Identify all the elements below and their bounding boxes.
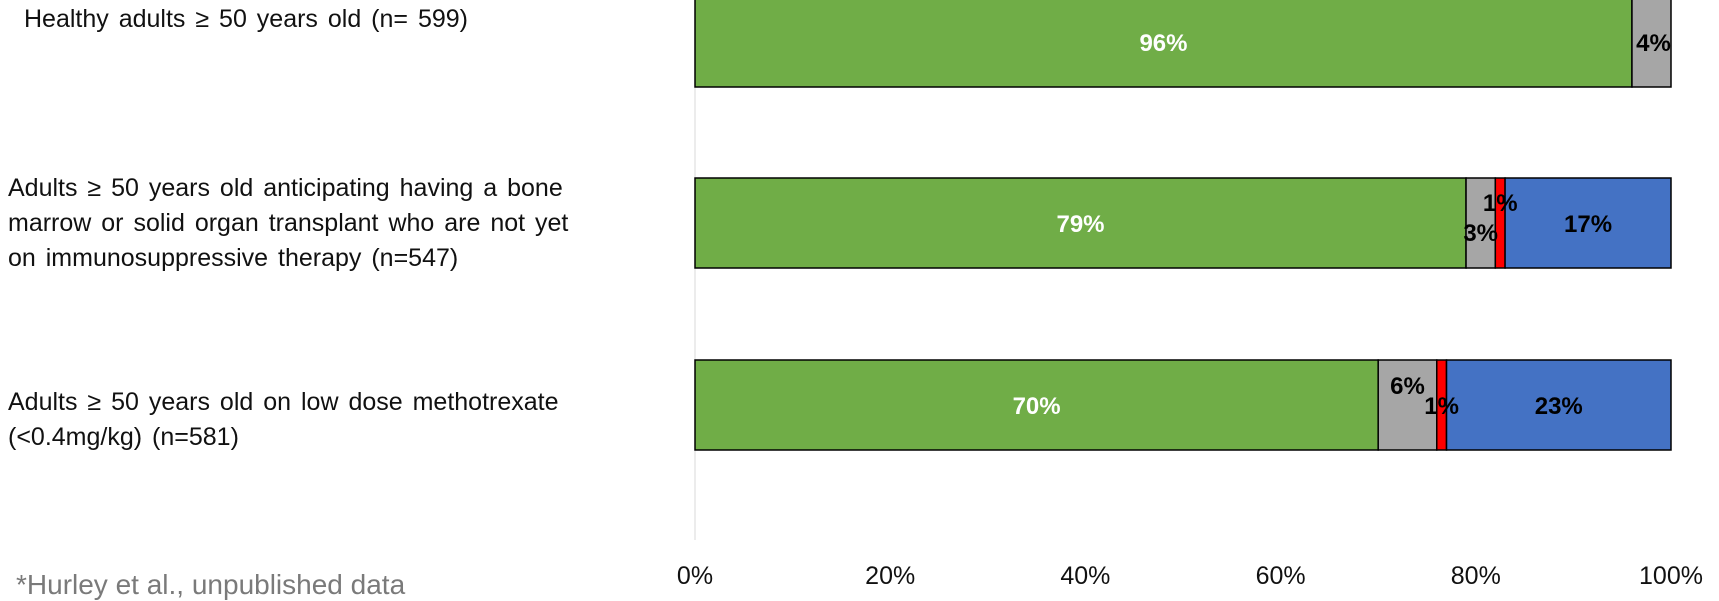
x-tick-label: 80% (1451, 562, 1501, 587)
bar-segment (694, 0, 1633, 88)
x-tick-label: 20% (865, 562, 915, 587)
x-tick-label: 0% (677, 562, 713, 587)
x-tick-label: 100% (1639, 562, 1703, 587)
data-label: 79% (1056, 211, 1104, 238)
bar-segment (1631, 0, 1672, 88)
data-label: 1% (1424, 393, 1459, 420)
category-label-healthy: Healthy adults ≥ 50 years old (n= 599) (24, 5, 468, 33)
bar-segment (694, 177, 1467, 269)
data-label: 23% (1535, 393, 1583, 420)
data-label: 96% (1139, 30, 1187, 57)
data-label: 4% (1636, 30, 1671, 57)
x-tick-label: 60% (1256, 562, 1306, 587)
bar-segment (1504, 177, 1672, 269)
category-label-transplant: Adults ≥ 50 years old anticipating havin… (8, 174, 569, 272)
stacked-bar-chart: 96% 4%79% 3%1%17%70%6%1% 23%0% 20% 40% 60% 80% 1… (677, 0, 1703, 587)
data-label: 17% (1564, 211, 1612, 238)
data-label: 6% (1390, 373, 1425, 400)
x-tick-label: 40% (1060, 562, 1110, 587)
bar-segment (1465, 177, 1497, 269)
bar-segment (1445, 359, 1672, 451)
category-label-methotrexate: Adults ≥ 50 years old on low dose methot… (8, 388, 559, 451)
data-label: 1% (1483, 190, 1518, 217)
data-label: 3% (1463, 220, 1498, 247)
data-label: 70% (1013, 393, 1061, 420)
footnote: *Hurley et al., unpublished data (16, 569, 406, 600)
